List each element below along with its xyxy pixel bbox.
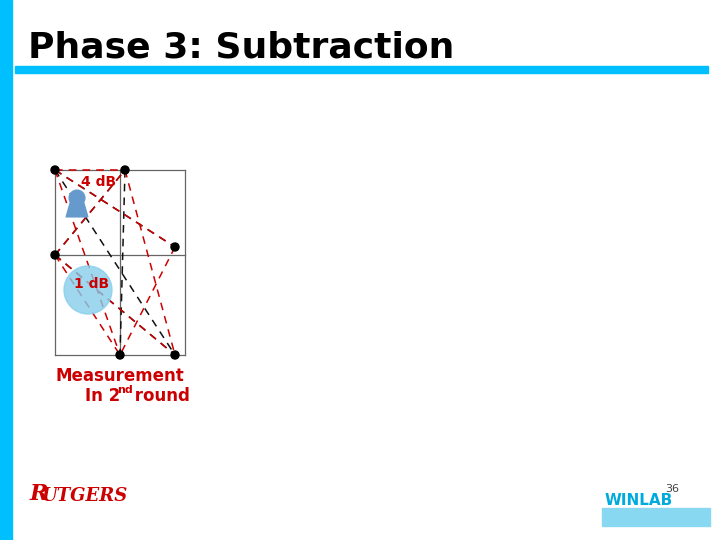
Text: R: R bbox=[30, 483, 48, 505]
Bar bbox=[15, 66, 708, 73]
Circle shape bbox=[69, 190, 85, 206]
Circle shape bbox=[116, 351, 124, 359]
Bar bbox=[0, 0, 12, 540]
Text: round: round bbox=[129, 387, 190, 405]
Text: WINLAB: WINLAB bbox=[605, 493, 673, 508]
Circle shape bbox=[171, 351, 179, 359]
Text: Measurement: Measurement bbox=[55, 367, 184, 385]
Circle shape bbox=[51, 166, 59, 174]
Bar bbox=[602, 508, 710, 526]
Text: nd: nd bbox=[117, 385, 132, 395]
Text: 1 dB: 1 dB bbox=[74, 277, 109, 291]
Text: 36: 36 bbox=[665, 484, 679, 494]
Circle shape bbox=[171, 243, 179, 251]
Circle shape bbox=[121, 166, 129, 174]
Circle shape bbox=[51, 251, 59, 259]
Text: Phase 3: Subtraction: Phase 3: Subtraction bbox=[28, 30, 454, 64]
Circle shape bbox=[64, 266, 112, 314]
Text: UTGERS: UTGERS bbox=[42, 487, 128, 505]
Polygon shape bbox=[66, 203, 88, 217]
Text: In 2: In 2 bbox=[85, 387, 120, 405]
Text: 4 dB: 4 dB bbox=[81, 175, 116, 189]
